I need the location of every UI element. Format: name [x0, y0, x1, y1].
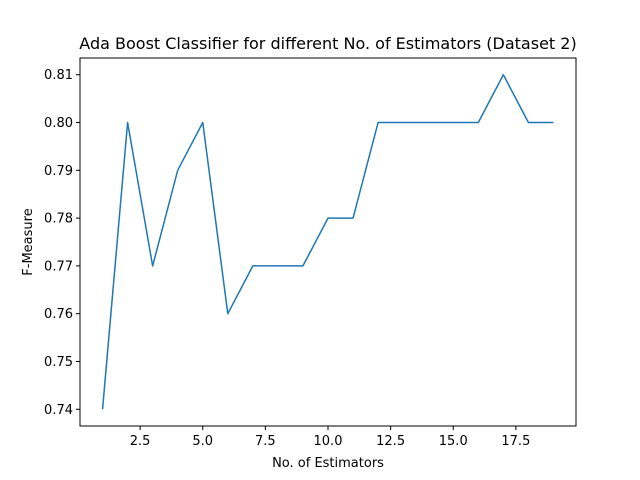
y-tick-label: 0.76: [44, 307, 73, 322]
series-layer: [101, 73, 554, 410]
x-axis-label: No. of Estimators: [272, 456, 384, 471]
y-tick-label: 0.74: [44, 403, 73, 418]
x-tick-label: 10.0: [314, 434, 343, 449]
x-tick-label: 5.0: [192, 434, 213, 449]
x-tick-label: 12.5: [376, 434, 405, 449]
y-tick-label: 0.78: [44, 212, 73, 227]
y-axis-label: F-Measure: [21, 208, 36, 275]
y-tick-label: 0.77: [44, 259, 73, 274]
y-tick-label: 0.79: [44, 164, 73, 179]
x-tick-label: 7.5: [255, 434, 276, 449]
x-tick-label: 2.5: [130, 434, 151, 449]
axis-ticks: 2.5 5.0 7.5 10.0 12.5 15.0 17.5 0.74 0.75 0.76 0.7…: [44, 68, 530, 449]
y-tick-label: 0.75: [44, 355, 73, 370]
series-line: [101, 73, 554, 410]
y-tick-label: 0.80: [44, 116, 73, 131]
y-tick-label: 0.81: [44, 68, 73, 83]
x-tick-label: 17.5: [501, 434, 530, 449]
x-tick-label: 15.0: [439, 434, 468, 449]
plot-area-frame: [79, 57, 577, 427]
chart-title: Ada Boost Classifier for different No. o…: [79, 34, 576, 53]
